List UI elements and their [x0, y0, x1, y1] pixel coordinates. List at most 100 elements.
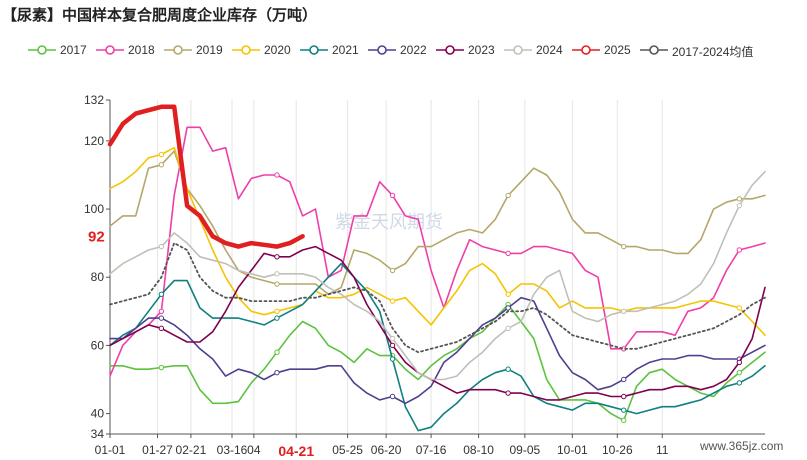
series-line-2022 [109, 296, 766, 405]
series-line-2024 [109, 170, 766, 381]
point-2023-14 [274, 254, 280, 260]
point-2018-5 [158, 308, 165, 315]
point-2022-32 [505, 305, 511, 311]
x-tick-label-10-26: 10-26 [602, 443, 633, 457]
point-2024-32 [505, 325, 511, 332]
legend-label-2017: 2017 [60, 43, 87, 57]
point-2020-14 [274, 308, 280, 315]
y-tick-label-80: 80 [91, 270, 105, 284]
legend-marker-2017 [28, 45, 56, 55]
legend-label-2021: 2021 [332, 43, 359, 57]
point-2018-23 [389, 192, 396, 199]
point-2023-32 [505, 390, 511, 396]
legend-marker-2023 [436, 45, 464, 55]
axes: 34 40 60 80 100 120 132 01-01 01-27 02-21 03-16 04 0… [84, 93, 765, 459]
legend-marker-2017-2024均值 [640, 45, 668, 55]
legend: 2017 2018 2019 2020 2021 2022 2023 2024 2025 2017… [28, 40, 807, 60]
legend-label-2023: 2023 [468, 43, 495, 57]
y-tick-label-60: 60 [91, 338, 105, 352]
series-lines [107, 104, 766, 432]
point-2021-14 [274, 315, 280, 321]
point-2021-41 [621, 407, 627, 413]
point-2021-32 [505, 366, 511, 372]
point-2018-14 [274, 172, 280, 178]
legend-marker-2025 [572, 45, 600, 55]
point-2024-23 [389, 335, 396, 342]
point-2020-5 [158, 151, 165, 158]
series-line-2018 [109, 126, 766, 377]
point-2022-14 [274, 369, 280, 376]
annotation-label: 92 [88, 228, 105, 245]
x-tick-label-04: 04 [247, 443, 261, 457]
series-line-2025 [107, 104, 305, 249]
point-2023-23 [389, 342, 396, 349]
point-2018-32 [505, 250, 511, 257]
series-line-2020 [109, 146, 766, 337]
point-2022-23 [389, 393, 396, 400]
point-2019-41 [621, 243, 627, 250]
legend-marker-2022 [368, 45, 396, 55]
point-2017-50 [736, 369, 743, 376]
y-tick-label-40: 40 [91, 407, 105, 421]
point-2020-23 [389, 298, 396, 304]
legend-label-2020: 2020 [264, 43, 291, 57]
x-tick-label-07-16: 07-16 [416, 443, 447, 457]
point-2018-50 [736, 247, 743, 253]
point-2020-50 [736, 305, 743, 311]
point-2022-41 [621, 376, 627, 383]
x-tick-label-04-21: 04-21 [278, 443, 314, 459]
grid [109, 100, 663, 434]
x-tick-label-09-05: 09-05 [509, 443, 540, 457]
x-tick-label-06-20: 06-20 [371, 443, 402, 457]
series-line-2017-2024均值 [109, 242, 766, 354]
legend-marker-2020 [232, 45, 260, 55]
y-tick-label-132: 132 [84, 93, 104, 107]
point-2021-23 [389, 356, 396, 362]
legend-label-2024: 2024 [536, 43, 563, 57]
legend-label-2022: 2022 [400, 43, 427, 57]
legend-marker-2024 [504, 45, 532, 55]
x-tick-label-10-01: 10-01 [557, 443, 588, 457]
watermark: 紫金天风期货 [335, 212, 443, 232]
point-2019-32 [505, 192, 511, 199]
source-url: www.365jz.com [699, 439, 783, 453]
y-tick-label-100: 100 [84, 202, 104, 216]
point-2019-14 [274, 281, 280, 287]
legend-label-2017-2024均值: 2017-2024均值 [672, 45, 754, 59]
point-2024-5 [158, 243, 165, 250]
x-tick-label-11: 11 [656, 443, 669, 457]
y-tick-label-120: 120 [84, 134, 104, 148]
point-2020-32 [505, 291, 511, 297]
series-line-2021 [109, 262, 766, 432]
x-tick-label-03-16: 03-16 [217, 443, 248, 457]
point-2023-41 [621, 393, 627, 400]
point-2022-5 [158, 315, 165, 321]
x-tick-label-01-01: 01-01 [95, 443, 126, 457]
series-line-2017 [109, 303, 766, 422]
point-2019-23 [389, 267, 396, 274]
point-2023-50 [736, 359, 743, 366]
point-2019-50 [736, 196, 743, 202]
series-line-2023 [109, 245, 766, 401]
x-tick-label-02-21: 02-21 [176, 443, 207, 457]
point-2017-41 [621, 417, 627, 424]
point-2024-14 [274, 271, 280, 277]
point-2024-41 [621, 308, 627, 315]
point-2019-5 [158, 162, 165, 168]
point-2024-50 [736, 202, 743, 209]
point-2017-14 [274, 349, 280, 355]
point-2021-5 [158, 291, 165, 297]
point-2017-5 [158, 364, 165, 371]
x-tick-label-05-25: 05-25 [332, 443, 363, 457]
legend-marker-2019 [164, 45, 192, 55]
legend-label-2025: 2025 [604, 43, 631, 57]
chart-title: 【尿素】中国样本复合肥周度企业库存（万吨） [2, 6, 318, 24]
legend-label-2019: 2019 [196, 43, 223, 57]
legend-marker-2018 [96, 45, 124, 55]
point-2021-50 [736, 380, 743, 386]
x-tick-label-08-10: 08-10 [463, 443, 494, 457]
legend-label-2018: 2018 [128, 43, 155, 57]
point-2023-5 [158, 325, 165, 332]
x-tick-label-01-27: 01-27 [142, 443, 173, 457]
